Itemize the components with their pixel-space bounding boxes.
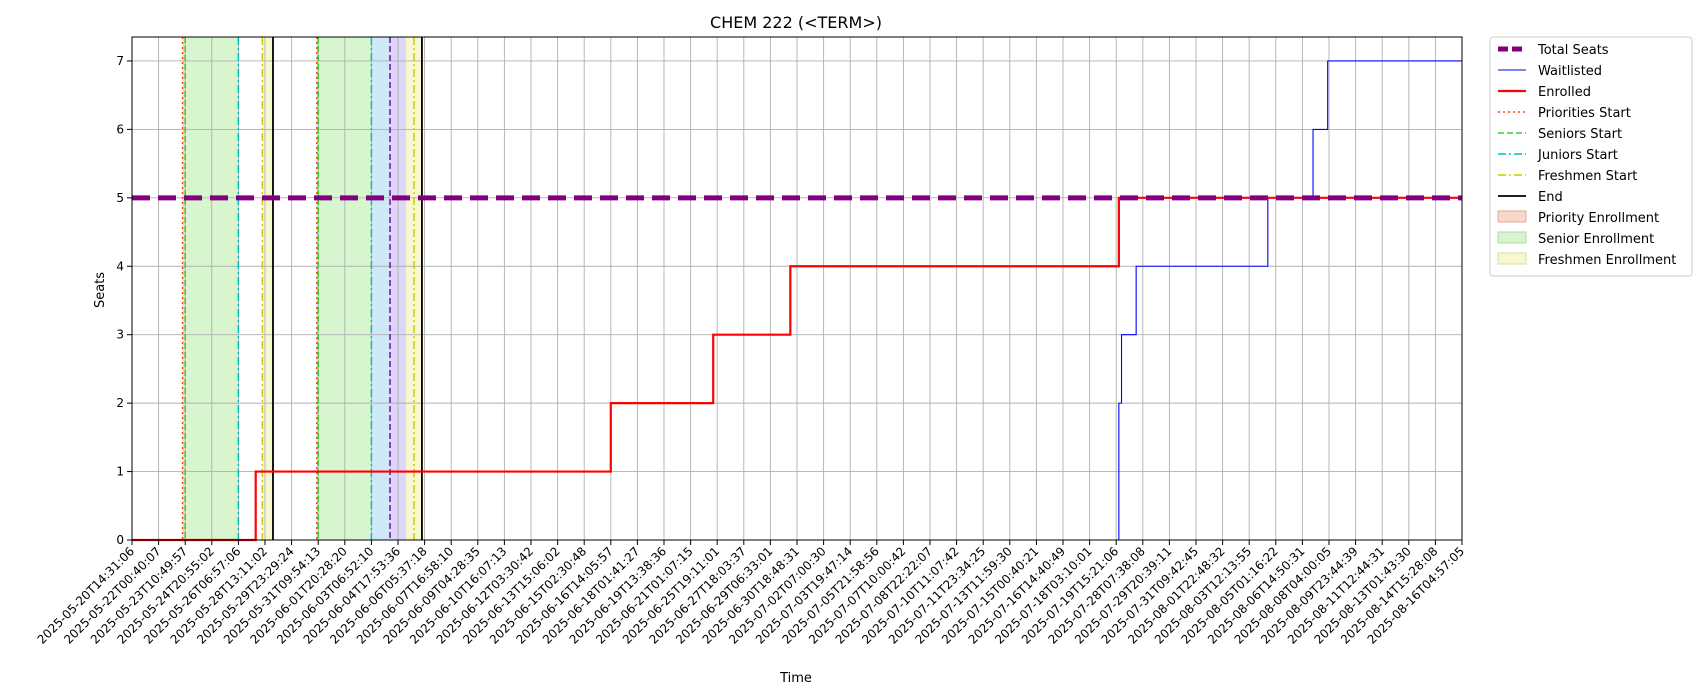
legend-label: Senior Enrollment bbox=[1538, 232, 1654, 247]
y-tick-label: 3 bbox=[116, 328, 124, 342]
y-tick-label: 5 bbox=[116, 191, 124, 205]
y-axis-label: Seats bbox=[93, 272, 108, 308]
legend-label: Seniors Start bbox=[1538, 127, 1622, 142]
y-tick-label: 6 bbox=[116, 122, 124, 136]
chart-title: CHEM 222 (<TERM>) bbox=[710, 13, 882, 32]
y-tick-label: 2 bbox=[116, 396, 124, 410]
y-tick-label: 4 bbox=[116, 259, 124, 273]
legend-label: Freshmen Enrollment bbox=[1538, 253, 1676, 268]
legend-label: Juniors Start bbox=[1537, 148, 1618, 163]
legend-swatch bbox=[1497, 231, 1527, 244]
y-tick-label: 7 bbox=[116, 54, 124, 68]
legend-swatch bbox=[1497, 210, 1527, 223]
legend: Total Seats Waitlisted Enrolled Priorities … bbox=[1489, 36, 1693, 277]
y-tick-label: 0 bbox=[116, 533, 124, 547]
legend-label: Total Seats bbox=[1537, 43, 1609, 58]
legend-label: Priority Enrollment bbox=[1538, 211, 1659, 226]
legend-swatch bbox=[1497, 252, 1527, 265]
legend-frame bbox=[1489, 36, 1693, 277]
legend-label: Enrolled bbox=[1538, 85, 1591, 100]
legend-label: Waitlisted bbox=[1538, 64, 1602, 79]
y-tick-label: 1 bbox=[116, 465, 124, 479]
legend-label: Priorities Start bbox=[1538, 106, 1631, 121]
span-band bbox=[371, 37, 391, 540]
span-freshmen-enrollment bbox=[262, 37, 273, 540]
series-enrolled bbox=[132, 196, 1462, 542]
x-axis-label: Time bbox=[779, 671, 812, 686]
span-priority-enrollment bbox=[182, 37, 186, 540]
legend-label: Freshmen Start bbox=[1538, 169, 1637, 184]
legend-label: End bbox=[1538, 190, 1563, 205]
series-waitlisted bbox=[132, 60, 1462, 541]
